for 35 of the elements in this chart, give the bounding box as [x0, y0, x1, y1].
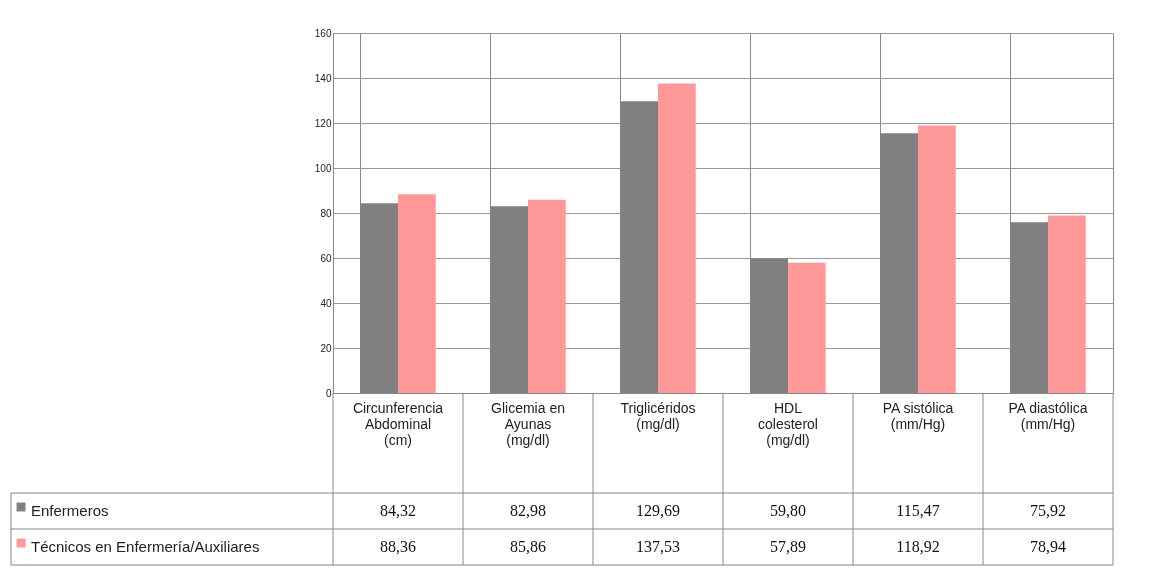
data-label: 129,69 [636, 502, 680, 519]
bar [398, 194, 436, 393]
data-label: 82,98 [510, 502, 546, 519]
data-label: 115,47 [896, 502, 940, 519]
data-label: 57,89 [770, 538, 806, 555]
x-tick-label: PA sistólica (mm/Hg) [882, 399, 954, 432]
x-tick-label: PA diastólica (mm/Hg) [1008, 399, 1088, 432]
data-label: 78,94 [1030, 538, 1066, 555]
bar [658, 83, 696, 393]
data-label: 59,80 [770, 502, 806, 519]
bar [918, 125, 956, 393]
data-label: 118,92 [896, 538, 940, 555]
legend-label: Enfermeros [31, 502, 109, 519]
data-label: 75,92 [1030, 502, 1066, 519]
x-tick-label: HDL colesterol (mg/dl) [758, 399, 818, 448]
y-tick-label: 20 [320, 342, 332, 354]
data-label: 85,86 [510, 538, 546, 555]
y-tick-label: 120 [314, 117, 332, 129]
data-label: 84,32 [380, 502, 416, 519]
y-tick-label: 80 [320, 207, 332, 219]
y-tick-label: 60 [320, 252, 332, 264]
y-tick-label: 160 [314, 27, 332, 39]
x-tick-label: Circunferencia Abdominal (cm) [352, 399, 444, 448]
legend-label: Técnicos en Enfermería/Auxiliares [31, 538, 260, 555]
x-tick-label: Glicemia en Ayunas (mg/dl) [491, 399, 565, 448]
data-label: 137,53 [636, 538, 680, 555]
data-label: 88,36 [380, 538, 416, 555]
bar [1048, 215, 1086, 393]
y-tick-label: 140 [314, 72, 332, 84]
y-tick-label: 100 [314, 162, 332, 174]
bar [528, 199, 566, 393]
x-tick-label: Triglicéridos (mg/dl) [620, 399, 696, 432]
y-tick-label: 0 [325, 387, 332, 399]
y-tick-label: 40 [320, 297, 332, 309]
bar [788, 262, 826, 393]
